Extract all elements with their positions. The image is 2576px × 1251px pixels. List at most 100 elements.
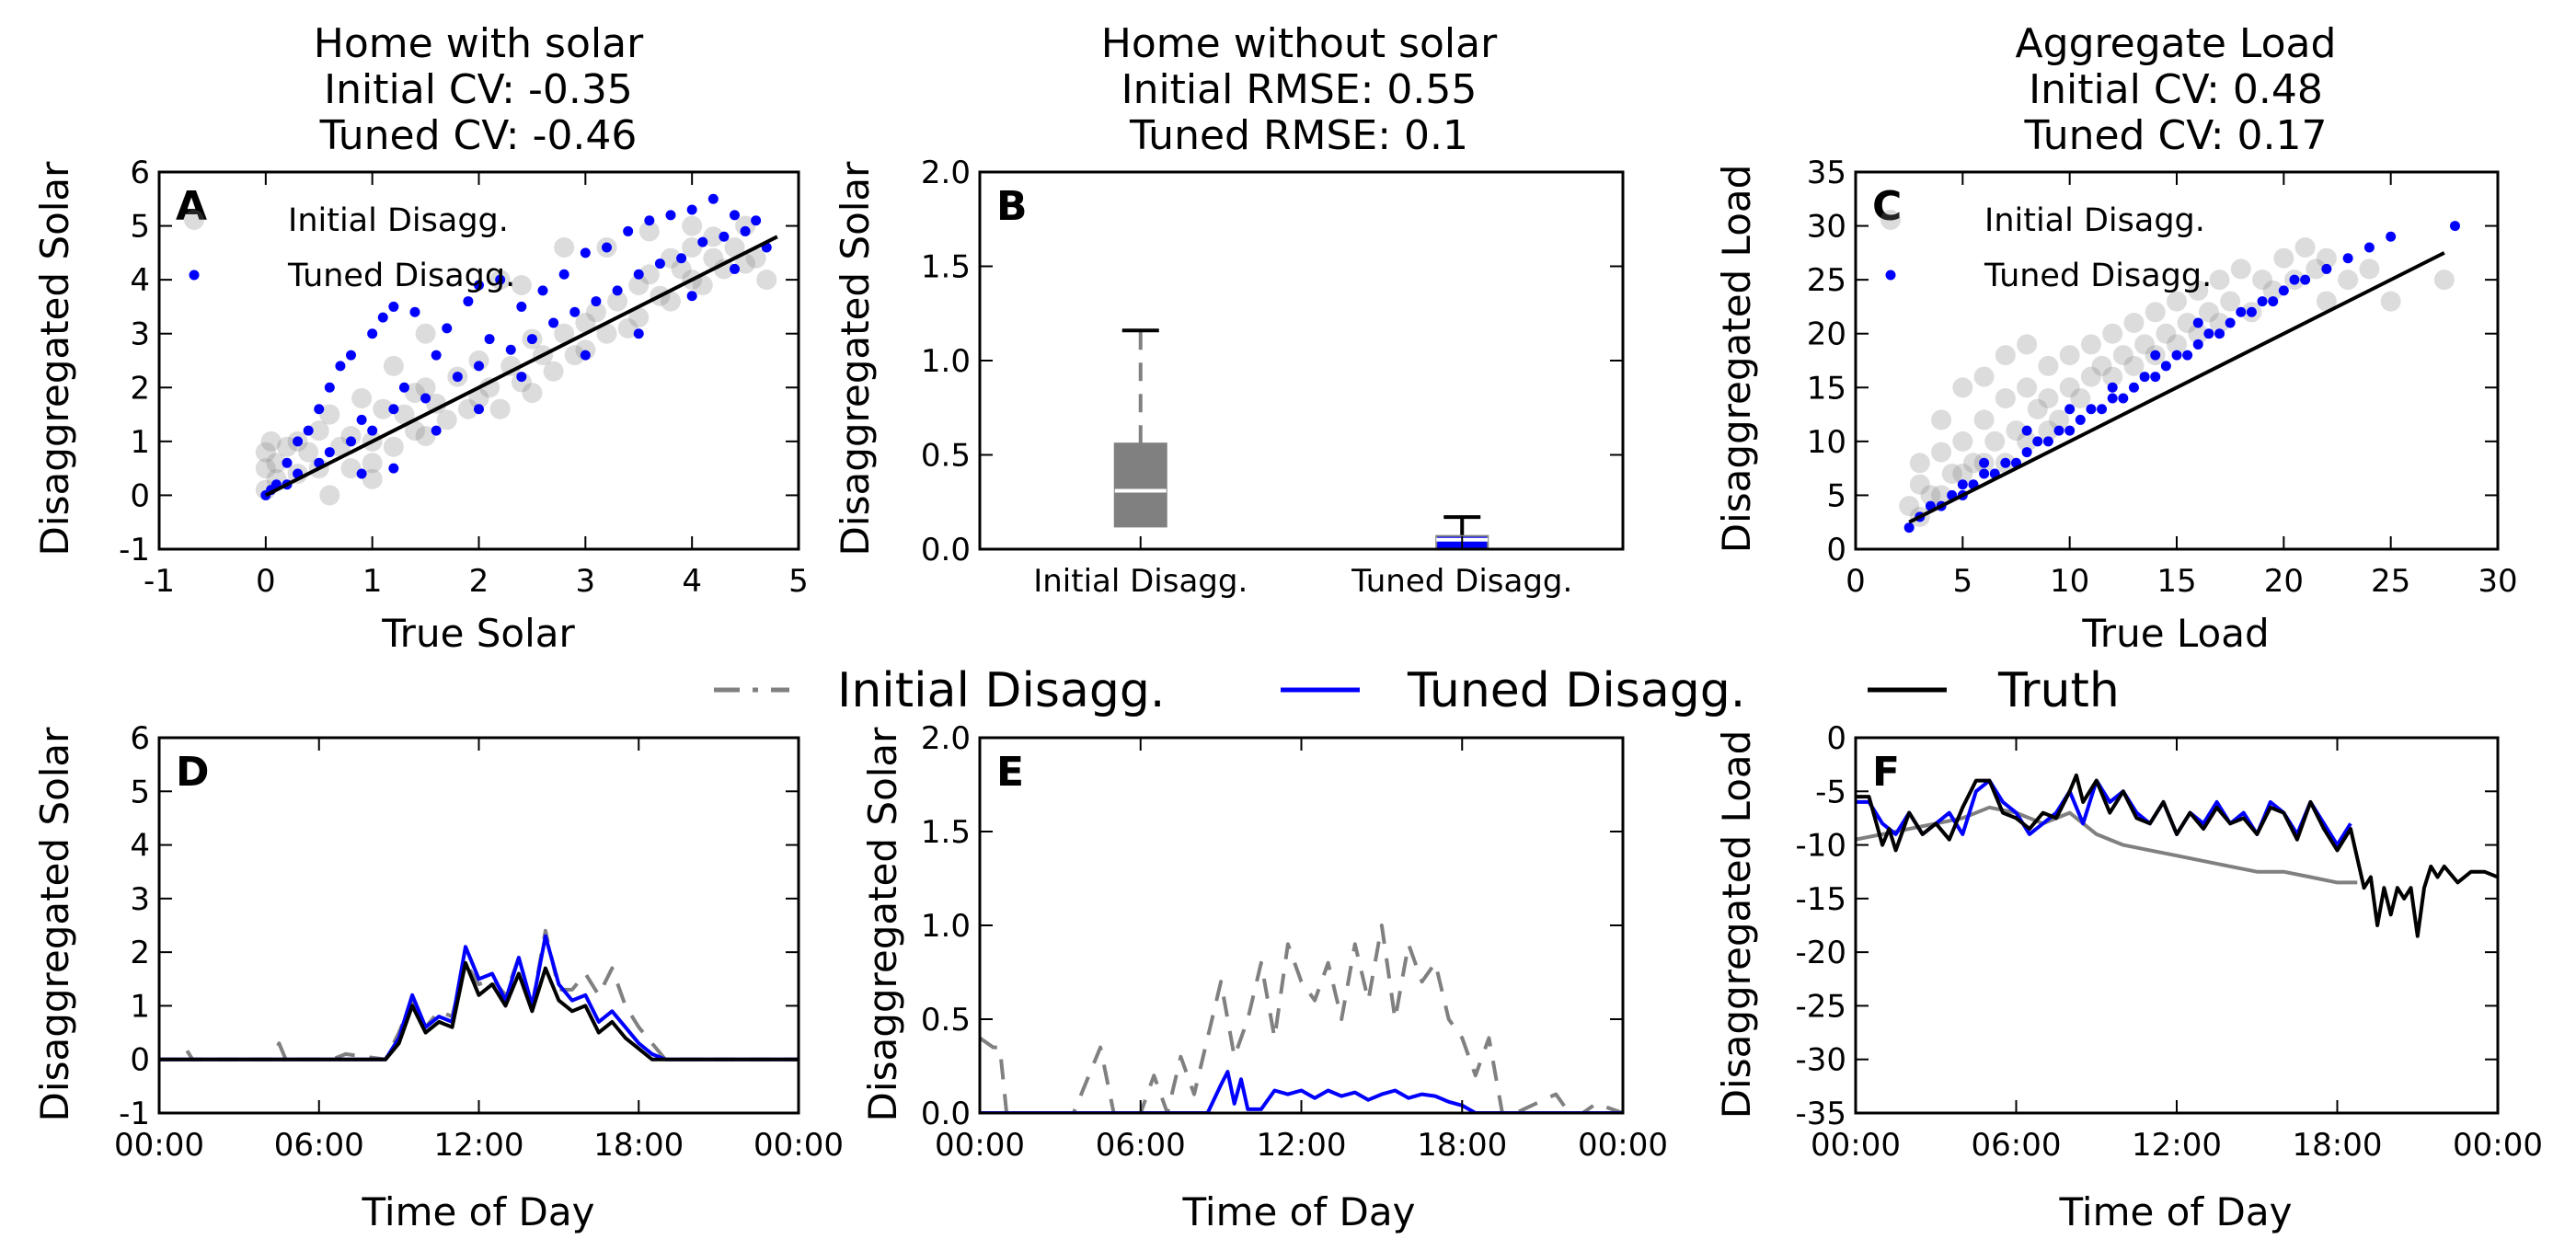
panel-c-initial-point: [2306, 258, 2327, 280]
panel-a-fit-line: [264, 235, 778, 498]
panel-c-initial-point: [2017, 430, 2038, 452]
panel-c-initial-point: [2059, 345, 2080, 366]
panel-b-ytick-label: 0.5: [921, 438, 971, 475]
panel-a-initial-point: [415, 377, 436, 398]
panel-a-initial-point: [489, 398, 511, 419]
panel-f-initial-line: [1856, 805, 2358, 885]
panel-c-initial-point: [2134, 334, 2156, 355]
panel-b-xtick-label: Tuned Disagg.: [1351, 563, 1572, 600]
panel-c-tuned-point: [2075, 414, 2086, 425]
panel-a-tuned-point: [665, 210, 676, 221]
panel-a-initial-point: [575, 313, 596, 333]
panel-c-initial-point: [1931, 442, 1952, 463]
panel-c-tuned-point: [2032, 436, 2043, 447]
panel-c-initial-point: [2167, 291, 2187, 312]
panel-a-initial-point: [383, 355, 404, 376]
panel-d-letter: D: [176, 749, 210, 796]
panel-a-initial-point: [266, 468, 287, 489]
panel-c-initial-point: [2123, 313, 2145, 333]
panel-f-xtick-label: 18:00: [2293, 1127, 2383, 1164]
panel-e-ytick-label: 1.5: [921, 814, 971, 851]
panel-a-initial-point: [628, 307, 650, 328]
panel-a-xtick-label: 4: [682, 563, 702, 600]
panel-c-tuned-point: [2042, 436, 2053, 447]
panel-a-initial-point: [298, 442, 319, 463]
panel-b-frame: [978, 170, 1625, 551]
panel-c-tuned-point: [2386, 231, 2397, 242]
panel-a-initial-point: [362, 468, 383, 489]
panel-a-initial-point: [661, 291, 681, 312]
panel-a-marks: [255, 193, 778, 506]
panel-c-initial-point: [2059, 377, 2080, 398]
panel-a-initial-point: [638, 264, 660, 285]
panel-a-tuned-point: [623, 225, 634, 236]
panel-a-tuned-point: [719, 231, 730, 242]
panel-c-initial-point: [2209, 270, 2230, 291]
panel-b-title-line-1: Home without solar: [1101, 20, 1498, 67]
panel-c-tuned-point: [2064, 425, 2076, 436]
panel-c-initial-point: [1973, 366, 1995, 387]
panel-a-initial-point: [255, 458, 276, 479]
panel-a-initial-point: [543, 361, 564, 382]
panel-a-initial-point: [682, 237, 703, 258]
panel-c-initial-point: [1941, 464, 1962, 484]
panel-a-tuned-point: [324, 382, 335, 393]
panel-a-initial-point: [575, 339, 596, 361]
panel-a-initial-point: [554, 323, 575, 344]
panel-a-tuned-point: [686, 204, 697, 215]
panel-f-xtick-label: 06:00: [1972, 1127, 2062, 1164]
panel-f-xtick-label: 00:00: [2453, 1127, 2543, 1164]
panel-a-tuned-point: [463, 296, 474, 307]
panel-c-initial-point: [1995, 388, 2016, 408]
panel-c-tuned-point: [2000, 457, 2011, 468]
panel-a-initial-point: [405, 420, 425, 442]
panel-f-marks: [1856, 773, 2498, 938]
panel-d-xlabel: Time of Day: [362, 1189, 595, 1234]
panel-a-tuned-point: [398, 382, 409, 393]
panel-c-tuned-point: [2171, 350, 2182, 361]
panel-c-initial-point: [1909, 474, 1930, 495]
panel-b-xtick-label: Initial Disagg.: [1033, 563, 1248, 600]
panel-c-initial-point: [1952, 464, 1973, 484]
panel-a-tuned-point: [548, 317, 559, 328]
panel-c-initial-point: [2080, 334, 2101, 355]
panel-a-initial-point: [724, 237, 745, 258]
panel-a-tuned-point: [474, 361, 484, 372]
panel-d-ylabel: Disaggregated Solar: [32, 727, 77, 1122]
panel-d-marks: [159, 928, 799, 1062]
panel-c-ytick-label: 20: [1807, 316, 1846, 353]
panel-a-initial-point: [703, 247, 724, 269]
panel-a-initial-point: [554, 237, 575, 258]
panel-c-tuned-point: [2342, 253, 2353, 264]
panel-d-ytick-label: -1: [119, 1096, 150, 1132]
panel-a-initial-point: [308, 420, 329, 442]
panel-a-tuned-point: [654, 258, 665, 270]
panel-c-ylabel: Disaggregated Load: [1714, 165, 1759, 554]
panel-a-initial-point: [415, 426, 436, 446]
panel-a-legend-initial-marker: [184, 210, 204, 230]
panel-c-fit-line: [1908, 251, 2445, 524]
panel-a-tuned-point: [484, 334, 495, 345]
panel-c-tuned-point: [2363, 242, 2375, 253]
panel-a-initial-point: [351, 388, 373, 408]
panel-e-xtick-label: 00:00: [935, 1127, 1025, 1164]
panel-a-initial-point: [628, 275, 650, 295]
panel-c-tuned-point: [2321, 263, 2332, 274]
panel-a-tuned-point: [367, 328, 378, 339]
panel-a-tuned-point: [676, 253, 687, 264]
panel-a-tuned-point: [474, 280, 484, 291]
panel-a-tuned-point: [282, 457, 293, 468]
panel-d-xtick-label: 00:00: [114, 1127, 204, 1164]
panel-f-ytick-label: -30: [1795, 1042, 1846, 1079]
panel-c-initial-point: [2209, 313, 2230, 333]
panel-f-ytick-label: 0: [1826, 720, 1846, 757]
panel-a-tuned-point: [516, 301, 527, 312]
panel-f-tuned-line: [1856, 778, 2352, 847]
panel-a-title-line-1: Home with solar: [314, 20, 644, 67]
panel-c-initial-point: [2316, 291, 2337, 312]
panel-a-initial-point: [266, 453, 287, 474]
panel-c-initial-point: [1899, 496, 1920, 517]
panel-c-ytick-label: 25: [1807, 262, 1846, 299]
panel-a-tuned-point: [537, 285, 548, 296]
